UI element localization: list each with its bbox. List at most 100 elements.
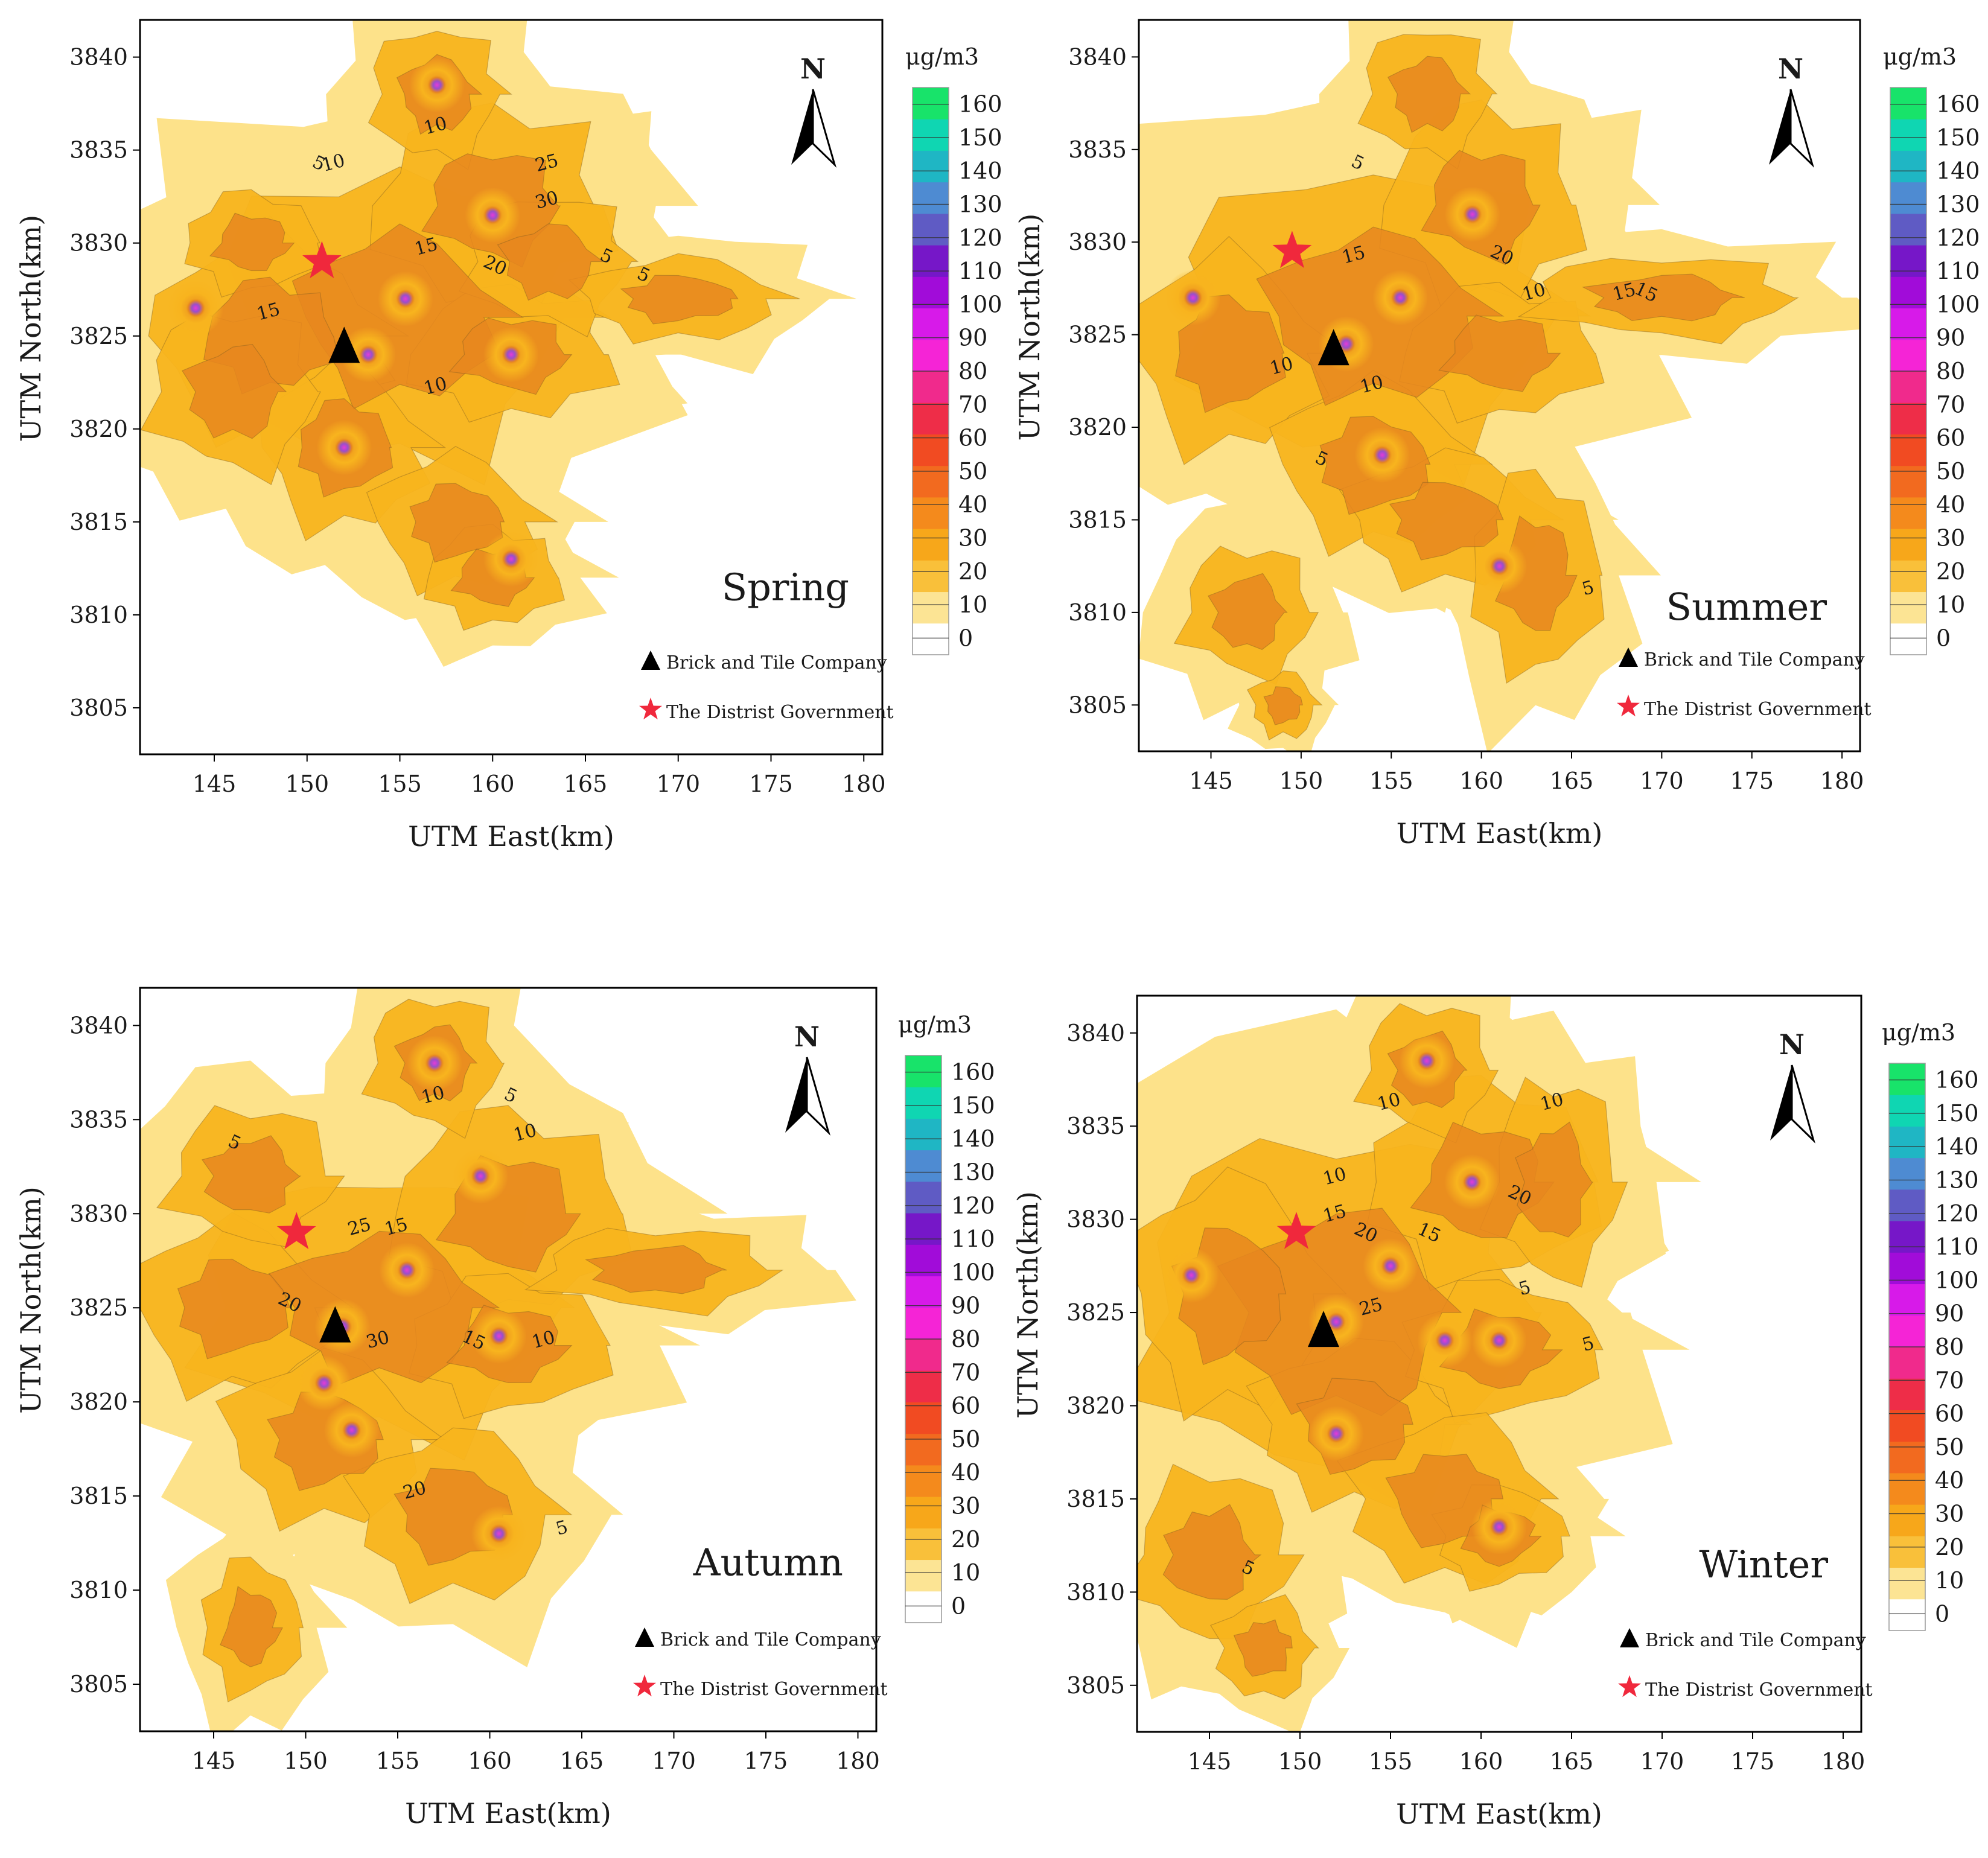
colorbar-segment bbox=[1890, 339, 1926, 372]
colorbar-segment bbox=[905, 1213, 941, 1245]
colorbar-segment bbox=[905, 1433, 941, 1466]
colorbar-segment bbox=[905, 1497, 941, 1529]
hotspot bbox=[1488, 555, 1511, 577]
x-tick-label: 155 bbox=[1369, 1748, 1413, 1775]
colorbar-segment bbox=[913, 339, 949, 372]
colorbar-segment bbox=[905, 1465, 941, 1497]
colorbar-tick-label: 80 bbox=[1935, 1334, 1964, 1360]
colorbar-segment bbox=[1890, 119, 1926, 151]
colorbar-segment bbox=[1890, 529, 1926, 561]
colorbar-tick-label: 140 bbox=[951, 1125, 995, 1152]
colorbar-tick-label: 160 bbox=[958, 91, 1002, 118]
colorbar-segment bbox=[1889, 1126, 1925, 1159]
x-tick-label: 180 bbox=[842, 771, 886, 797]
y-tick-label: 3820 bbox=[1066, 1392, 1125, 1419]
y-tick-label: 3810 bbox=[1066, 1579, 1125, 1605]
plume-contour bbox=[1389, 482, 1504, 561]
x-tick-label: 145 bbox=[192, 1748, 236, 1774]
north-arrow-icon-outline bbox=[1789, 89, 1815, 168]
colorbar-tick-label: 0 bbox=[951, 1592, 966, 1619]
colorbar-segment bbox=[905, 1528, 941, 1561]
x-tick-label: 180 bbox=[1820, 768, 1864, 794]
north-arrow-icon-outline bbox=[1791, 1064, 1816, 1144]
legend-triangle-icon bbox=[1619, 647, 1638, 667]
colorbar-segment bbox=[913, 308, 949, 340]
hotspot bbox=[1325, 1422, 1347, 1445]
colorbar-segment bbox=[1890, 623, 1926, 655]
x-tick-label: 160 bbox=[1459, 768, 1503, 794]
y-tick-label: 3825 bbox=[1066, 1299, 1125, 1326]
plume-contour bbox=[1233, 1619, 1293, 1677]
colorbar-tick-label: 120 bbox=[958, 224, 1002, 251]
colorbar-tick-label: 20 bbox=[1936, 558, 1965, 585]
colorbar-segment bbox=[905, 1370, 941, 1402]
colorbar-unit: μg/m3 bbox=[898, 1011, 972, 1038]
hotspot bbox=[313, 1372, 335, 1394]
colorbar-tick-label: 150 bbox=[1936, 124, 1980, 151]
hotspot bbox=[1380, 1255, 1401, 1277]
y-tick-label: 3805 bbox=[1068, 692, 1127, 718]
colorbar-tick-label: 30 bbox=[951, 1492, 980, 1519]
y-tick-label: 3830 bbox=[1066, 1206, 1125, 1233]
legend-government-label: The Distrist Government bbox=[666, 702, 894, 723]
y-tick-label: 3815 bbox=[1068, 506, 1127, 533]
colorbar-segment bbox=[913, 591, 949, 624]
colorbar-segment bbox=[913, 150, 949, 183]
x-tick-label: 160 bbox=[471, 771, 515, 797]
north-label: N bbox=[1779, 1028, 1805, 1061]
hotspot bbox=[1389, 287, 1412, 309]
x-axis-title: UTM East(km) bbox=[1396, 1798, 1602, 1830]
colorbar-tick-label: 80 bbox=[958, 358, 987, 384]
colorbar-tick-label: 90 bbox=[951, 1293, 980, 1319]
x-tick-label: 170 bbox=[656, 771, 700, 797]
y-tick-label: 3840 bbox=[69, 1012, 128, 1039]
y-tick-label: 3835 bbox=[69, 1106, 128, 1133]
colorbar-segment bbox=[1889, 1284, 1925, 1316]
colorbar-tick-label: 130 bbox=[951, 1159, 995, 1186]
north-arrow-icon-outline bbox=[812, 89, 837, 168]
hotspot bbox=[340, 1419, 363, 1441]
y-tick-label: 3805 bbox=[69, 1671, 128, 1697]
colorbar-segment bbox=[1890, 245, 1926, 277]
x-tick-label: 155 bbox=[376, 1748, 420, 1774]
hotspot bbox=[1488, 1516, 1510, 1538]
colorbar-unit: μg/m3 bbox=[1883, 43, 1957, 70]
colorbar-tick-label: 60 bbox=[1935, 1401, 1964, 1427]
x-axis-title: UTM East(km) bbox=[405, 1797, 611, 1830]
x-tick-label: 175 bbox=[1731, 1748, 1775, 1775]
colorbar-tick-label: 90 bbox=[958, 325, 987, 351]
north-arrow-icon bbox=[791, 89, 813, 165]
colorbar-tick-label: 160 bbox=[1936, 91, 1980, 118]
colorbar-segment bbox=[905, 1591, 941, 1623]
hotspot bbox=[1325, 1311, 1347, 1333]
colorbar-segment bbox=[913, 119, 949, 151]
x-tick-label: 165 bbox=[560, 1748, 604, 1774]
hotspot bbox=[470, 1165, 492, 1187]
colorbar-segment bbox=[1889, 1347, 1925, 1379]
x-tick-label: 160 bbox=[1459, 1748, 1503, 1775]
colorbar-segment bbox=[1890, 87, 1926, 119]
legend-star-icon bbox=[1617, 695, 1640, 717]
hotspot bbox=[1180, 1264, 1202, 1287]
y-tick-label: 3840 bbox=[1066, 1020, 1125, 1046]
colorbar-tick-label: 80 bbox=[1936, 358, 1965, 384]
colorbar-tick-label: 60 bbox=[951, 1393, 980, 1419]
y-tick-label: 3830 bbox=[69, 1200, 128, 1227]
colorbar-segment bbox=[1890, 591, 1926, 624]
x-tick-label: 145 bbox=[193, 771, 237, 797]
colorbar-tick-label: 20 bbox=[1935, 1534, 1964, 1561]
y-axis-title: UTM North(km) bbox=[14, 1186, 47, 1414]
y-tick-label: 3825 bbox=[1068, 322, 1127, 348]
colorbar-segment bbox=[913, 434, 949, 466]
colorbar-tick-label: 60 bbox=[958, 425, 987, 451]
colorbar-tick-label: 140 bbox=[1936, 157, 1980, 184]
colorbar-tick-label: 150 bbox=[951, 1092, 995, 1119]
colorbar-tick-label: 20 bbox=[958, 558, 987, 585]
plume-contour bbox=[182, 344, 287, 439]
x-tick-label: 150 bbox=[1278, 1748, 1322, 1775]
x-tick-label: 150 bbox=[284, 1748, 328, 1774]
